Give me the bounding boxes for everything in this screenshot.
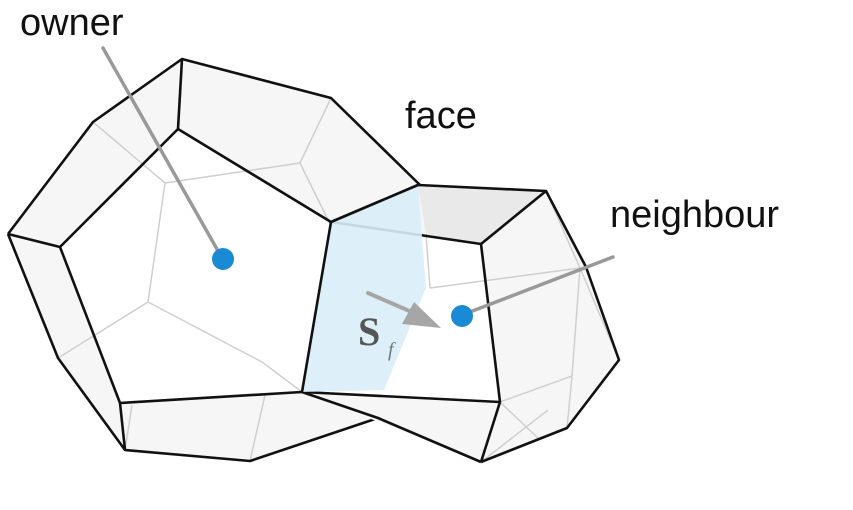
shared-face-fill [302,185,426,392]
face-vector-arrow [366,291,441,328]
neighbour-cell-centre [451,305,473,327]
leader-lines [101,46,615,317]
neighbour-top-face [418,185,546,244]
neighbour-visible-edges [301,183,621,464]
owner-cell-centre [212,248,234,270]
shared-face [300,183,426,393]
owner-visible-edges [6,57,421,463]
owner-leader-line [101,46,224,260]
owner-hidden-edges [57,97,335,462]
owner-front-face [60,129,331,403]
face-vector-subscript: f [388,339,394,361]
face-vector-shaft [366,291,416,315]
face-label: face [405,95,477,137]
shared-face-edges [300,183,419,393]
face-vector-head [402,302,441,328]
face-vector-symbol: S [358,309,381,354]
neighbour-leader-line [460,255,615,317]
owner-label: owner [20,2,124,44]
neighbour-label: neighbour [610,194,780,236]
